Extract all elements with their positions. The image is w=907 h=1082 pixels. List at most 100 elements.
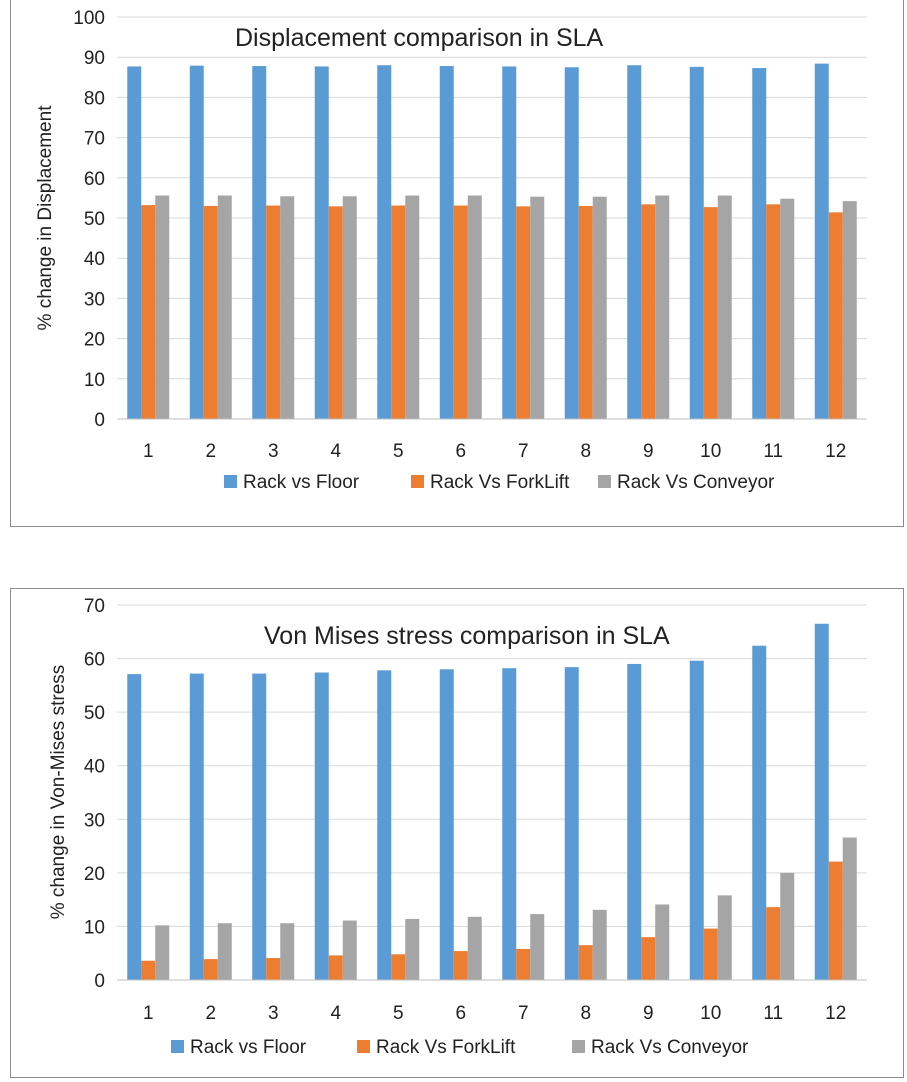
x-tick-label: 10 <box>700 1003 721 1024</box>
y-tick-label: 80 <box>84 88 105 109</box>
bar <box>780 872 795 980</box>
legend-swatch <box>598 475 611 488</box>
y-tick-label: 40 <box>84 757 105 778</box>
bar <box>280 923 295 980</box>
y-tick-label: 30 <box>84 810 105 831</box>
x-tick-label: 11 <box>763 1003 783 1024</box>
x-tick-label: 1 <box>143 441 154 462</box>
bar <box>342 196 357 419</box>
bar <box>203 205 218 419</box>
x-tick-label: 2 <box>205 441 216 462</box>
bar <box>439 66 454 419</box>
legend-label: Rack vs Floor <box>243 472 360 493</box>
legend-swatch <box>224 475 237 488</box>
x-tick-label: 7 <box>518 1003 529 1024</box>
bar <box>516 948 531 980</box>
y-tick-label: 20 <box>84 330 105 351</box>
bar <box>203 959 218 980</box>
bar <box>592 909 607 980</box>
x-tick-label: 12 <box>825 1003 846 1024</box>
bar <box>502 668 517 980</box>
bar <box>453 205 468 419</box>
bar <box>655 195 670 419</box>
y-tick-label: 50 <box>84 703 105 724</box>
x-tick-label: 2 <box>205 1003 216 1024</box>
bar <box>377 670 392 980</box>
bar <box>655 904 670 980</box>
x-tick-label: 9 <box>643 1003 654 1024</box>
bar <box>842 837 857 980</box>
bar <box>252 673 267 980</box>
bar <box>217 195 232 419</box>
bar <box>453 951 468 980</box>
bar <box>578 945 593 980</box>
bar <box>266 958 281 980</box>
bar <box>641 937 656 980</box>
y-tick-label: 100 <box>73 8 105 29</box>
bar <box>405 195 420 419</box>
bar <box>814 63 829 420</box>
bar <box>530 196 545 419</box>
legend-label: Rack Vs ForkLift <box>376 1037 516 1058</box>
bar <box>141 205 156 419</box>
legend-label: Rack Vs ForkLift <box>430 472 570 493</box>
bar <box>592 196 607 419</box>
x-tick-label: 3 <box>268 441 279 462</box>
legend-swatch <box>171 1040 184 1053</box>
legend-label: Rack Vs Conveyor <box>617 472 775 493</box>
bar <box>391 954 406 980</box>
bar <box>564 667 579 980</box>
bar <box>689 660 704 980</box>
bar <box>766 204 781 419</box>
bar <box>689 66 704 420</box>
bar <box>266 205 281 419</box>
x-tick-label: 6 <box>455 1003 466 1024</box>
bar <box>703 207 718 419</box>
x-tick-label: 3 <box>268 1003 279 1024</box>
bar <box>717 895 732 980</box>
y-tick-label: 60 <box>84 169 105 190</box>
bar <box>627 65 642 420</box>
y-tick-label: 90 <box>84 48 105 69</box>
y-tick-label: 10 <box>84 370 105 391</box>
bar <box>155 195 170 419</box>
y-axis-label: % change in Displacement <box>35 105 56 331</box>
bar <box>842 201 857 419</box>
bar <box>189 673 204 980</box>
bar <box>155 925 170 980</box>
y-tick-label: 20 <box>84 864 105 885</box>
bar <box>127 674 142 980</box>
bar <box>564 67 579 419</box>
bar <box>127 66 142 420</box>
legend-swatch <box>572 1040 585 1053</box>
x-tick-label: 10 <box>700 441 721 462</box>
x-tick-label: 6 <box>455 441 466 462</box>
x-tick-label: 5 <box>393 1003 404 1024</box>
bar <box>467 916 482 980</box>
x-tick-label: 8 <box>580 441 591 462</box>
y-tick-label: 40 <box>84 249 105 270</box>
bar <box>189 65 204 419</box>
bar <box>814 623 829 980</box>
chart-title: Von Mises stress comparison in SLA <box>264 622 670 650</box>
bar <box>314 672 329 980</box>
x-tick-label: 8 <box>580 1003 591 1024</box>
legend-label: Rack Vs Conveyor <box>591 1037 749 1058</box>
bar <box>405 918 420 980</box>
bar <box>314 66 329 420</box>
bar <box>328 955 343 980</box>
x-tick-label: 12 <box>825 441 846 462</box>
bar <box>780 198 795 419</box>
bar <box>516 206 531 419</box>
legend-swatch <box>411 475 424 488</box>
bar <box>627 663 642 980</box>
bar <box>217 923 232 980</box>
bar <box>828 861 843 980</box>
displacement-chart-panel: 0 10 20 30 40 50 60 70 80 90 100 1 2 3 4 5 6 7 8 9 10 11 12 D… <box>10 0 904 527</box>
bar <box>342 920 357 980</box>
legend-swatch <box>357 1040 370 1053</box>
y-tick-label: 0 <box>94 971 105 992</box>
bar <box>502 66 517 420</box>
